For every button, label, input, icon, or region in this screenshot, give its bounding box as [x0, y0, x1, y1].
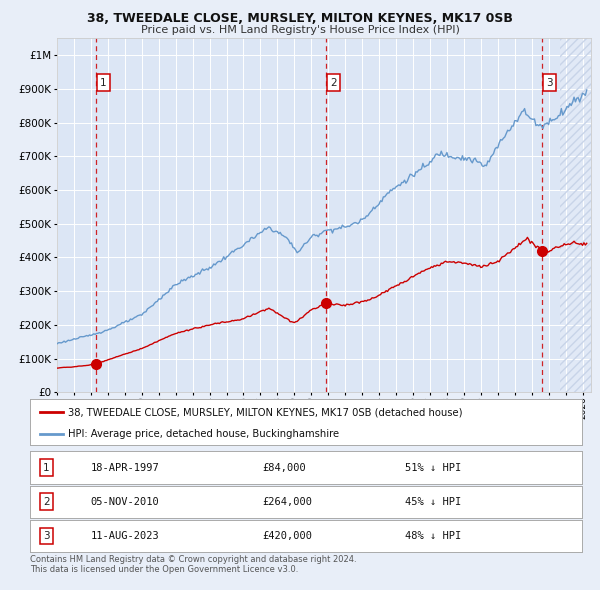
Text: 38, TWEEDALE CLOSE, MURSLEY, MILTON KEYNES, MK17 0SB (detached house): 38, TWEEDALE CLOSE, MURSLEY, MILTON KEYN…: [68, 407, 462, 417]
Text: This data is licensed under the Open Government Licence v3.0.: This data is licensed under the Open Gov…: [30, 565, 298, 574]
Text: 05-NOV-2010: 05-NOV-2010: [91, 497, 160, 507]
Text: 3: 3: [43, 531, 50, 541]
Text: 45% ↓ HPI: 45% ↓ HPI: [406, 497, 461, 507]
Text: 48% ↓ HPI: 48% ↓ HPI: [406, 531, 461, 541]
Text: 2: 2: [43, 497, 50, 507]
Text: Contains HM Land Registry data © Crown copyright and database right 2024.: Contains HM Land Registry data © Crown c…: [30, 555, 356, 563]
Bar: [560, 38, 591, 392]
Text: 1: 1: [43, 463, 50, 473]
Text: 11-AUG-2023: 11-AUG-2023: [91, 531, 160, 541]
Text: 18-APR-1997: 18-APR-1997: [91, 463, 160, 473]
Text: 1: 1: [100, 78, 107, 87]
Text: Price paid vs. HM Land Registry's House Price Index (HPI): Price paid vs. HM Land Registry's House …: [140, 25, 460, 35]
Text: £420,000: £420,000: [262, 531, 312, 541]
Text: 2: 2: [330, 78, 337, 87]
Text: £264,000: £264,000: [262, 497, 312, 507]
Text: £84,000: £84,000: [262, 463, 305, 473]
Text: 3: 3: [546, 78, 553, 87]
Text: 51% ↓ HPI: 51% ↓ HPI: [406, 463, 461, 473]
Bar: [560, 38, 591, 392]
Text: HPI: Average price, detached house, Buckinghamshire: HPI: Average price, detached house, Buck…: [68, 429, 338, 439]
Text: 38, TWEEDALE CLOSE, MURSLEY, MILTON KEYNES, MK17 0SB: 38, TWEEDALE CLOSE, MURSLEY, MILTON KEYN…: [87, 12, 513, 25]
